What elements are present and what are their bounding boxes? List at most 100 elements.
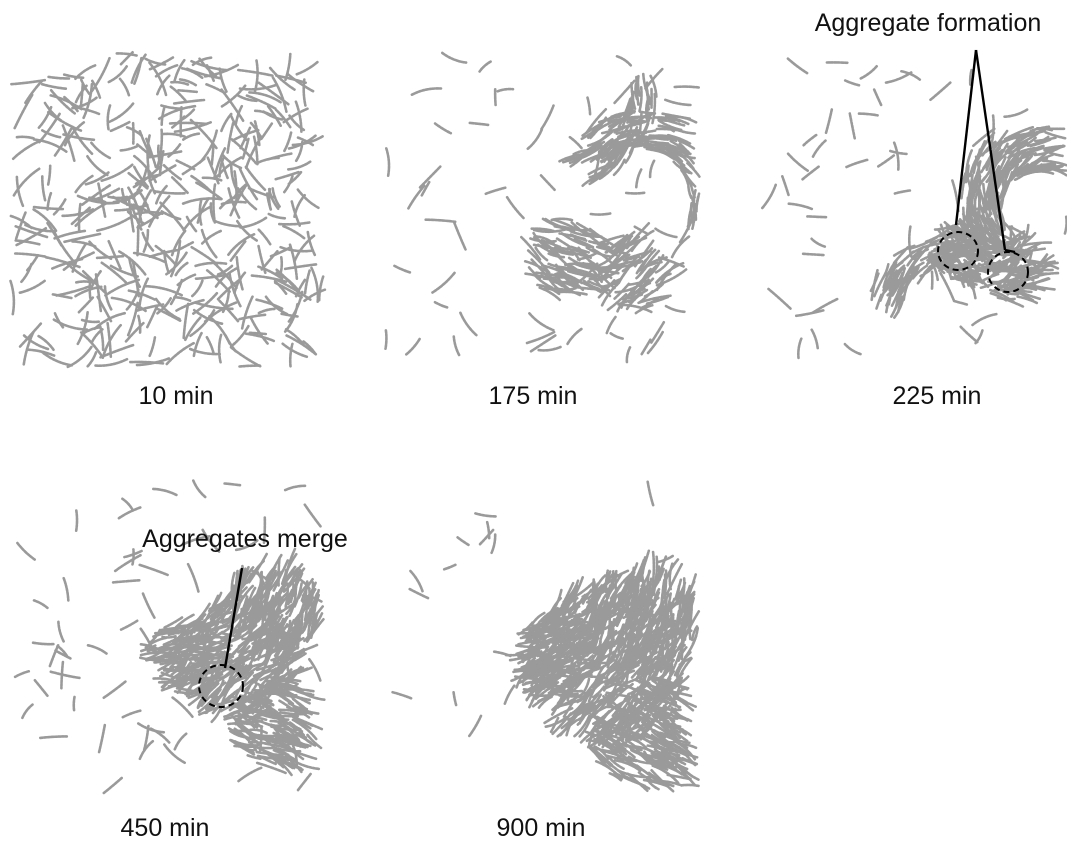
cell (175, 298, 205, 312)
cell (249, 316, 270, 346)
cell (570, 622, 594, 640)
cell (554, 690, 574, 696)
cell (224, 655, 246, 664)
cell (125, 126, 144, 138)
cell (14, 225, 49, 239)
cell (201, 528, 221, 553)
cell (317, 274, 325, 302)
cell (573, 714, 591, 738)
cell (77, 296, 95, 314)
cell (658, 559, 666, 582)
cell (294, 100, 303, 133)
cell (268, 66, 296, 91)
cell (670, 764, 685, 777)
cell (627, 279, 650, 287)
cell (163, 616, 184, 629)
cell (967, 222, 994, 231)
cell (613, 759, 642, 773)
cell (543, 706, 575, 725)
annotation-aggregates-merge: Aggregates merge (142, 525, 348, 553)
cell (277, 590, 282, 611)
cell (101, 323, 122, 359)
cell (520, 235, 542, 261)
cell (248, 612, 255, 640)
cell (188, 347, 221, 356)
cell (20, 262, 33, 284)
cell (293, 568, 299, 597)
cell (233, 696, 255, 715)
cell (646, 609, 654, 630)
cell (12, 167, 41, 197)
cell (611, 607, 622, 626)
cell (274, 170, 301, 181)
cell (528, 693, 554, 698)
cell (309, 592, 319, 612)
cell (800, 165, 820, 181)
cell (138, 563, 169, 577)
cell (231, 128, 260, 142)
cell (218, 67, 228, 94)
cell (654, 626, 665, 653)
cell (544, 649, 564, 667)
cell (194, 658, 224, 664)
cell (640, 753, 669, 771)
cell (650, 321, 666, 344)
cell (905, 256, 921, 277)
cell (189, 673, 224, 687)
cell (949, 264, 969, 268)
cell (138, 739, 155, 761)
cell (63, 232, 102, 244)
cell (160, 210, 182, 221)
cell (16, 541, 37, 561)
cell (614, 236, 648, 248)
cell (171, 638, 200, 645)
cell (664, 143, 692, 156)
cell (978, 237, 997, 242)
cell (237, 715, 268, 721)
cell (555, 237, 571, 248)
cell (79, 83, 84, 108)
cell (636, 657, 650, 676)
cell (634, 82, 639, 101)
cell (675, 712, 693, 723)
cell (667, 124, 697, 135)
cell (62, 73, 85, 80)
cell (204, 695, 220, 711)
cell (542, 684, 571, 689)
cell (529, 237, 557, 243)
cell (608, 772, 624, 783)
cell (452, 691, 458, 707)
cell (218, 299, 240, 324)
cell (301, 339, 317, 355)
cell (646, 613, 655, 635)
cell (640, 142, 663, 149)
cell (409, 569, 424, 593)
cell (118, 77, 131, 97)
cell (91, 79, 102, 99)
cell (76, 311, 89, 346)
cell (162, 164, 182, 181)
cell (170, 229, 187, 257)
cell (218, 192, 244, 210)
cell (63, 121, 86, 147)
cell (165, 251, 188, 276)
cell (149, 727, 171, 744)
cell (263, 577, 271, 607)
cell (196, 679, 215, 710)
cell (646, 744, 668, 753)
cell (146, 305, 159, 329)
cell (295, 626, 300, 647)
cell (283, 263, 318, 271)
cell (104, 278, 141, 297)
cell (15, 175, 25, 208)
cell (540, 605, 565, 623)
cell (562, 631, 588, 654)
cell (554, 263, 579, 288)
cell (283, 303, 299, 333)
cell (267, 212, 287, 220)
cell (229, 324, 250, 348)
cell (303, 269, 311, 295)
cell (287, 160, 312, 171)
cell (886, 263, 898, 284)
cell (592, 592, 599, 621)
